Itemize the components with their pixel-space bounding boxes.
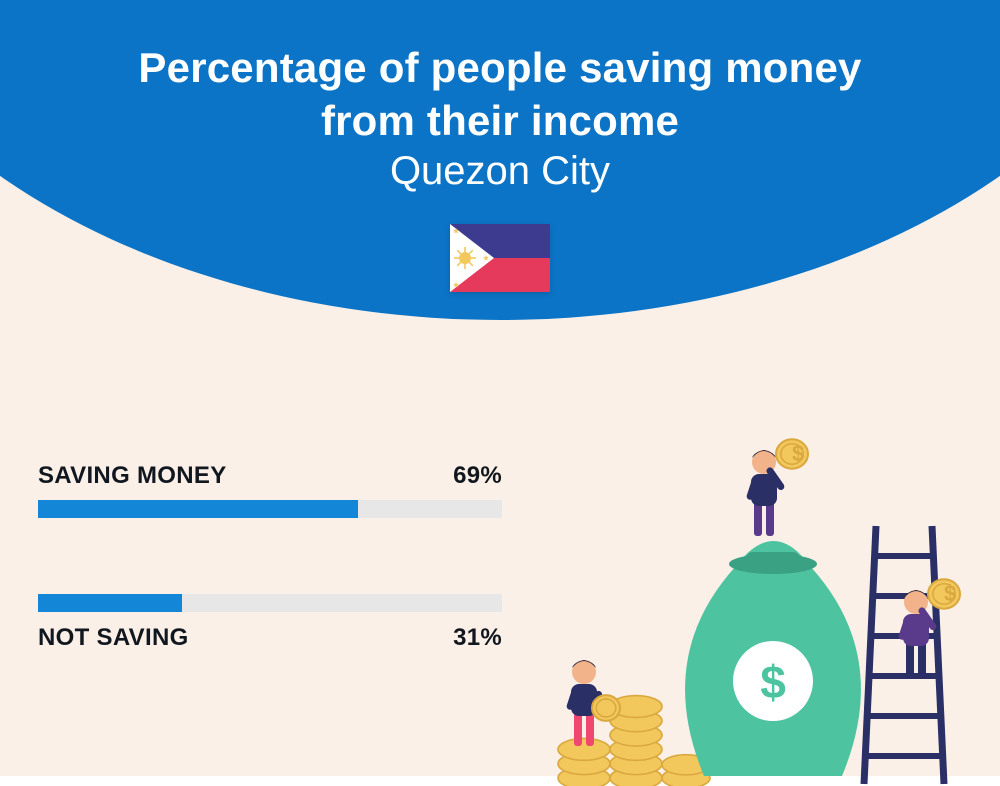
bar-fill <box>38 500 358 518</box>
bar-label: SAVING MONEY <box>38 462 227 490</box>
bar-track <box>38 500 502 518</box>
bar-fill <box>38 594 182 612</box>
title-line-1: Percentage of people saving money <box>0 42 1000 95</box>
bars-container: SAVING MONEY 69% NOT SAVING 31% <box>38 462 502 728</box>
bar-track <box>38 594 502 612</box>
title-subtitle: Quezon City <box>0 149 1000 194</box>
bar-row: NOT SAVING 31% <box>38 594 502 652</box>
savings-illustration: $ $ $ <box>524 406 994 786</box>
svg-text:$: $ <box>760 656 786 708</box>
philippines-flag-icon <box>450 224 550 292</box>
bar-label: NOT SAVING <box>38 624 189 652</box>
svg-text:$: $ <box>792 441 804 466</box>
infographic-canvas: Percentage of people saving money from t… <box>0 0 1000 776</box>
svg-text:$: $ <box>944 581 956 606</box>
bar-value: 69% <box>453 462 502 490</box>
bar-value: 31% <box>453 624 502 652</box>
title-block: Percentage of people saving money from t… <box>0 42 1000 194</box>
bar-row: SAVING MONEY 69% <box>38 462 502 518</box>
title-line-2: from their income <box>0 95 1000 148</box>
